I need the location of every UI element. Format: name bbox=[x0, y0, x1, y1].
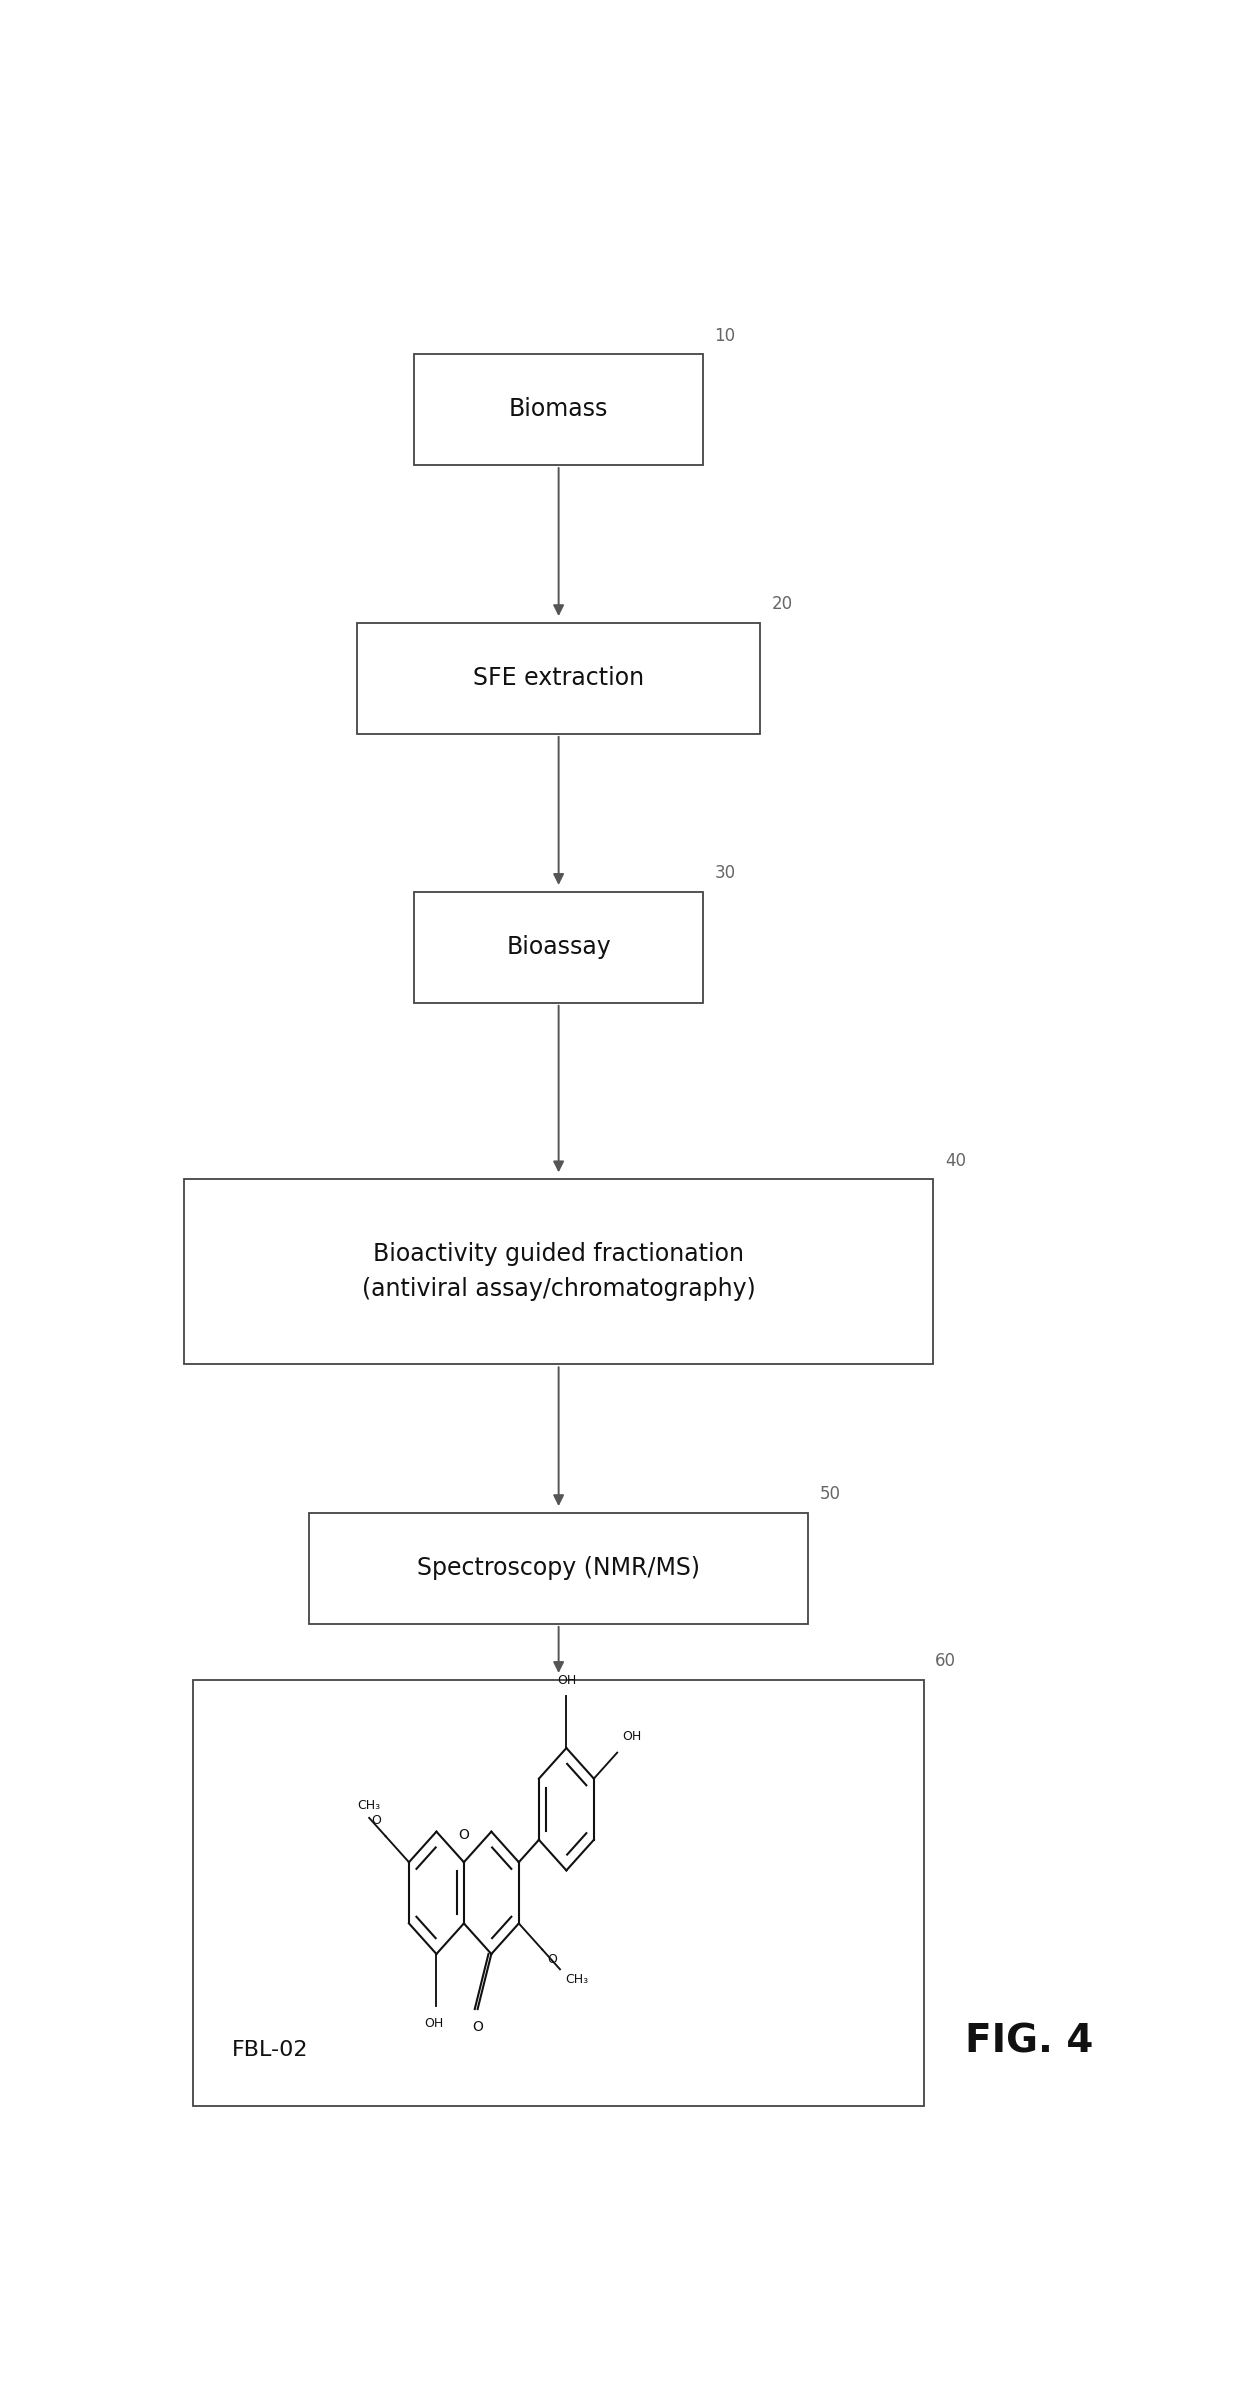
Text: Bioassay: Bioassay bbox=[506, 934, 611, 958]
Text: Bioactivity guided fractionation
(antiviral assay/chromatography): Bioactivity guided fractionation (antivi… bbox=[362, 1243, 755, 1300]
Text: Spectroscopy (NMR/MS): Spectroscopy (NMR/MS) bbox=[417, 1556, 701, 1580]
Text: 30: 30 bbox=[714, 864, 735, 881]
Text: O: O bbox=[547, 1953, 557, 1965]
Text: CH₃: CH₃ bbox=[564, 1972, 588, 1987]
Text: OH: OH bbox=[622, 1731, 641, 1743]
Bar bbox=[357, 624, 760, 734]
Bar bbox=[193, 1681, 924, 2107]
Text: SFE extraction: SFE extraction bbox=[472, 667, 645, 691]
Text: O: O bbox=[371, 1813, 381, 1828]
Bar bbox=[414, 891, 703, 1002]
Bar bbox=[184, 1180, 934, 1365]
Text: 60: 60 bbox=[935, 1652, 956, 1671]
Text: CH₃: CH₃ bbox=[357, 1799, 381, 1813]
Text: 20: 20 bbox=[773, 595, 794, 614]
Text: OH: OH bbox=[557, 1674, 577, 1686]
Text: Biomass: Biomass bbox=[508, 397, 609, 421]
Text: O: O bbox=[472, 2020, 484, 2035]
Text: O: O bbox=[459, 1828, 469, 1842]
Bar bbox=[414, 354, 703, 465]
Text: FIG. 4: FIG. 4 bbox=[965, 2023, 1094, 2061]
Text: OH: OH bbox=[424, 2018, 443, 2030]
Text: 10: 10 bbox=[714, 327, 735, 344]
Bar bbox=[309, 1512, 808, 1623]
Text: 40: 40 bbox=[945, 1151, 966, 1170]
Text: FBL-02: FBL-02 bbox=[232, 2040, 309, 2059]
Text: 50: 50 bbox=[820, 1486, 841, 1503]
